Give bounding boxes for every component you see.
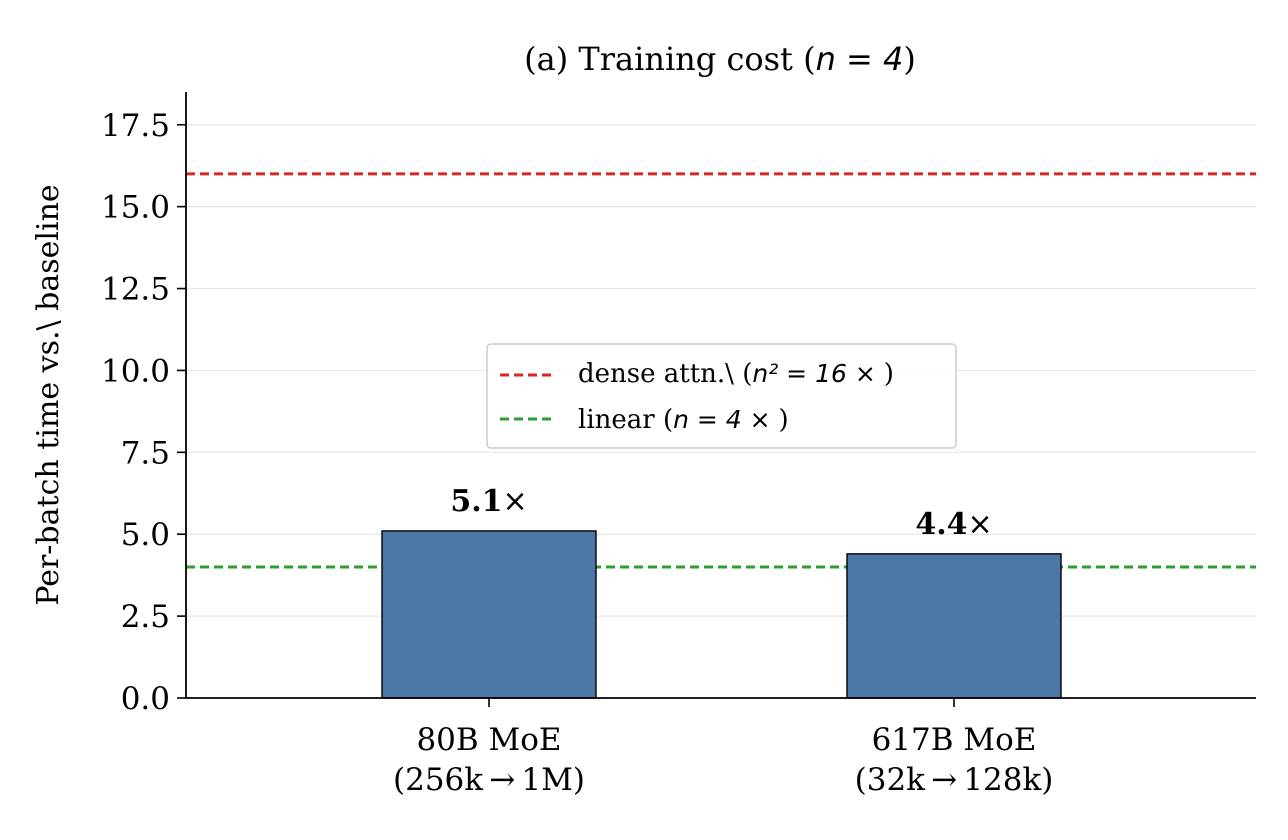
chart-title-suffix: ) [903,40,915,78]
ticks: 0.0 2.5 5.0 7.5 10.0 12.5 15.0 17.5 80B MoE (256k… [101,108,1053,798]
bar-value-symbol: × [503,484,528,519]
y-tick-label: 7.5 [121,435,170,471]
x-tick-label: 617B MoE [872,722,1037,758]
legend-math-dense-attn: n² = 16 × [752,359,883,388]
grid-lines [186,124,1256,617]
x-tick-label: 80B MoE [416,722,561,758]
legend-entry-linear: linear (n = 4 × ) [578,405,789,435]
legend-text-linear: linear ( [578,405,673,435]
y-tick-label: 2.5 [121,599,170,635]
y-tick-label: 5.0 [121,517,170,553]
y-tick-label: 10.0 [101,353,170,389]
legend: dense attn.\ (n² = 16 × ) linear (n = 4 … [486,343,957,449]
legend-text-dense-attn: dense attn.\ ( [578,359,752,389]
bar-value-label: 4.4× [915,507,992,542]
bar [846,553,1062,699]
legend-entry-dense-attn: dense attn.\ (n² = 16 × ) [578,359,894,389]
chart-title: (a) Training cost (n = 4) [524,40,916,78]
bar [381,530,597,699]
legend-math-linear: n = 4 × [673,405,778,434]
chart-title-math: n = 4 [816,40,904,78]
chart-title-prefix: (a) Training cost ( [524,40,815,78]
x-tick-sublabel: (32k → 128k) [855,762,1054,798]
axes [185,92,1256,699]
y-tick-label: 12.5 [101,272,170,308]
legend-close-linear: ) [779,405,789,435]
y-axis-label: Per-batch time vs.\ baseline [31,184,66,605]
bar-value-number: 4.4 [915,507,967,542]
bar-value-number: 5.1 [450,484,502,519]
y-tick-label: 17.5 [101,108,170,144]
bars: 5.1×4.4× [381,484,1062,699]
bar-value-symbol: × [968,507,993,542]
legend-close-dense-attn: ) [884,359,894,389]
reference-lines [186,172,1256,569]
x-tick-sublabel: (256k → 1M) [393,762,585,798]
y-tick-label: 0.0 [121,681,170,717]
y-tick-label: 15.0 [101,190,170,226]
bar-value-label: 5.1× [450,484,527,519]
legend-frame [486,343,957,449]
